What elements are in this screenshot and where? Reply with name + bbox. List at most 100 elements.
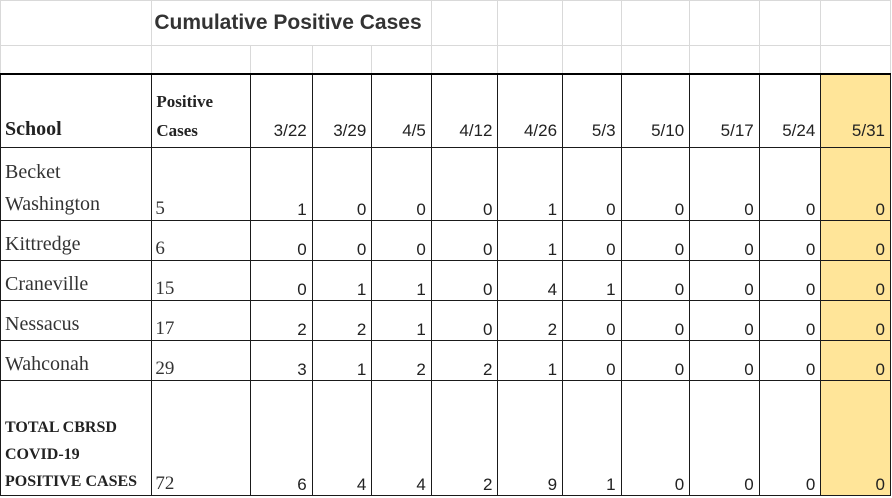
week-value-cell[interactable]: 0 <box>562 220 622 261</box>
week-value-cell[interactable]: 0 <box>371 147 432 221</box>
week-value-cell[interactable]: 1 <box>371 260 432 301</box>
week-value-cell[interactable]: 2 <box>430 340 499 381</box>
positive-cases-cell[interactable]: 6 <box>151 220 252 261</box>
cell[interactable] <box>562 0 622 46</box>
cell[interactable] <box>0 0 153 46</box>
week-value-cell[interactable]: 4 <box>311 380 373 496</box>
cell[interactable] <box>758 45 822 75</box>
header-school[interactable]: School <box>0 73 153 148</box>
cell[interactable] <box>820 45 891 75</box>
week-value-cell[interactable]: 0 <box>250 220 313 261</box>
week-value-cell[interactable]: 1 <box>250 147 313 221</box>
school-name-cell[interactable]: Wahconah <box>0 340 153 381</box>
week-value-cell[interactable]: 0 <box>620 260 691 301</box>
week-value-cell[interactable]: 0 <box>620 380 691 496</box>
week-value-cell[interactable]: 1 <box>311 260 373 301</box>
cell[interactable] <box>311 45 373 75</box>
cell[interactable] <box>620 45 691 75</box>
week-value-cell[interactable]: 9 <box>497 380 564 496</box>
sheet-title[interactable]: Cumulative Positive Cases <box>151 0 432 46</box>
cell[interactable] <box>250 45 313 75</box>
cell[interactable] <box>0 45 153 75</box>
school-name-cell[interactable]: Becket Washington <box>0 147 153 221</box>
week-value-cell[interactable]: 2 <box>250 300 313 341</box>
week-value-cell-highlighted[interactable]: 0 <box>820 380 891 496</box>
positive-cases-cell[interactable]: 17 <box>151 300 252 341</box>
week-value-cell[interactable]: 0 <box>620 300 691 341</box>
week-value-cell[interactable]: 0 <box>758 300 822 341</box>
header-date[interactable]: 5/3 <box>562 73 622 148</box>
week-value-cell[interactable]: 0 <box>430 260 499 301</box>
header-date[interactable]: 3/22 <box>250 73 313 148</box>
week-value-cell-highlighted[interactable]: 0 <box>820 147 891 221</box>
school-name-cell[interactable]: Craneville <box>0 260 153 301</box>
positive-cases-cell[interactable]: 5 <box>151 147 252 221</box>
week-value-cell[interactable]: 6 <box>250 380 313 496</box>
week-value-cell[interactable]: 3 <box>250 340 313 381</box>
week-value-cell[interactable]: 0 <box>562 300 622 341</box>
week-value-cell[interactable]: 0 <box>311 147 373 221</box>
week-value-cell[interactable]: 0 <box>562 340 622 381</box>
week-value-cell[interactable]: 0 <box>689 380 760 496</box>
week-value-cell[interactable]: 0 <box>430 147 499 221</box>
week-value-cell[interactable]: 0 <box>758 220 822 261</box>
header-positive-cases[interactable]: Positive Cases <box>151 73 252 148</box>
header-date[interactable]: 3/29 <box>311 73 373 148</box>
header-date[interactable]: 5/24 <box>758 73 822 148</box>
week-value-cell[interactable]: 2 <box>497 300 564 341</box>
total-label-cell[interactable]: TOTAL CBRSD COVID-19 POSITIVE CASES <box>0 380 153 496</box>
cell[interactable] <box>620 0 691 46</box>
week-value-cell[interactable]: 4 <box>497 260 564 301</box>
header-date[interactable]: 4/5 <box>371 73 432 148</box>
cell[interactable] <box>758 0 822 46</box>
cell[interactable] <box>371 45 432 75</box>
week-value-cell[interactable]: 0 <box>430 220 499 261</box>
week-value-cell-highlighted[interactable]: 0 <box>820 260 891 301</box>
school-name-cell[interactable]: Kittredge <box>0 220 153 261</box>
week-value-cell[interactable]: 0 <box>430 300 499 341</box>
week-value-cell[interactable]: 1 <box>311 340 373 381</box>
week-value-cell[interactable]: 0 <box>620 340 691 381</box>
week-value-cell[interactable]: 1 <box>371 300 432 341</box>
week-value-cell[interactable]: 4 <box>371 380 432 496</box>
cell[interactable] <box>497 0 564 46</box>
week-value-cell[interactable]: 0 <box>758 380 822 496</box>
week-value-cell[interactable]: 0 <box>311 220 373 261</box>
header-date-highlighted[interactable]: 5/31 <box>820 73 891 148</box>
week-value-cell[interactable]: 0 <box>689 220 760 261</box>
week-value-cell[interactable]: 0 <box>758 147 822 221</box>
week-value-cell[interactable]: 0 <box>758 340 822 381</box>
week-value-cell[interactable]: 0 <box>562 147 622 221</box>
cell[interactable] <box>430 0 499 46</box>
school-name-cell[interactable]: Nessacus <box>0 300 153 341</box>
cell[interactable] <box>689 45 760 75</box>
week-value-cell[interactable]: 0 <box>689 340 760 381</box>
week-value-cell[interactable]: 1 <box>562 380 622 496</box>
positive-cases-cell[interactable]: 29 <box>151 340 252 381</box>
header-date[interactable]: 5/10 <box>620 73 691 148</box>
week-value-cell[interactable]: 0 <box>689 260 760 301</box>
week-value-cell[interactable]: 1 <box>497 340 564 381</box>
week-value-cell[interactable]: 2 <box>311 300 373 341</box>
header-date[interactable]: 5/17 <box>689 73 760 148</box>
week-value-cell[interactable]: 0 <box>689 300 760 341</box>
week-value-cell[interactable]: 0 <box>250 260 313 301</box>
week-value-cell[interactable]: 0 <box>620 220 691 261</box>
week-value-cell[interactable]: 0 <box>371 220 432 261</box>
week-value-cell[interactable]: 2 <box>430 380 499 496</box>
week-value-cell[interactable]: 1 <box>562 260 622 301</box>
cell[interactable] <box>151 45 252 75</box>
week-value-cell[interactable]: 0 <box>758 260 822 301</box>
week-value-cell[interactable]: 1 <box>497 147 564 221</box>
cell[interactable] <box>820 0 891 46</box>
week-value-cell-highlighted[interactable]: 0 <box>820 300 891 341</box>
header-date[interactable]: 4/12 <box>430 73 499 148</box>
positive-cases-cell[interactable]: 15 <box>151 260 252 301</box>
week-value-cell-highlighted[interactable]: 0 <box>820 340 891 381</box>
week-value-cell[interactable]: 0 <box>689 147 760 221</box>
header-date[interactable]: 4/26 <box>497 73 564 148</box>
cell[interactable] <box>430 45 499 75</box>
week-value-cell-highlighted[interactable]: 0 <box>820 220 891 261</box>
positive-cases-cell[interactable]: 72 <box>151 380 252 496</box>
cell[interactable] <box>689 0 760 46</box>
